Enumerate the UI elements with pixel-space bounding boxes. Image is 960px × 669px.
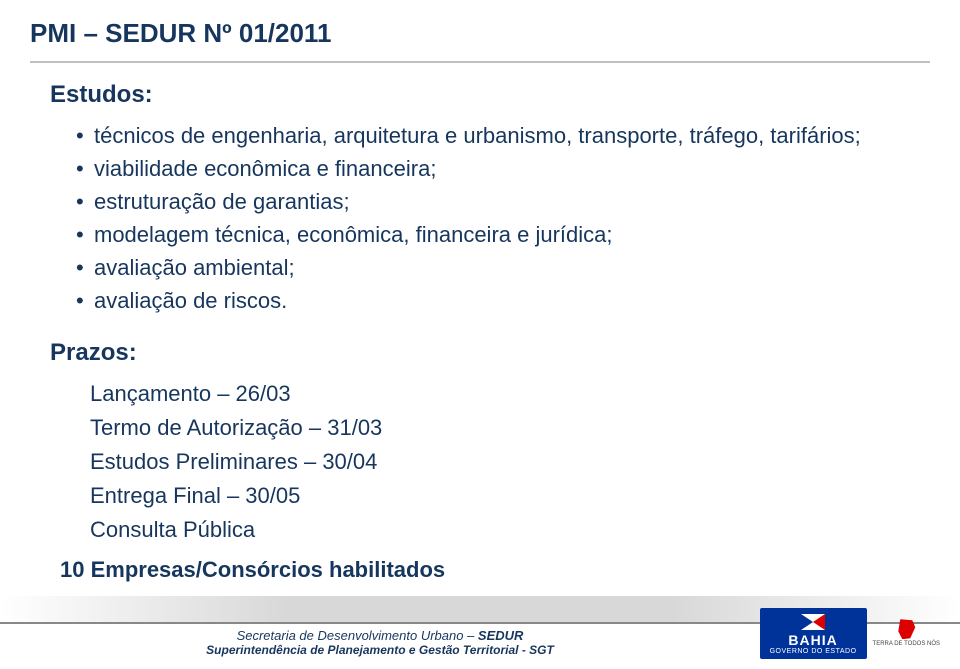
terra-text: TERRA DE TODOS NÓS <box>873 641 940 648</box>
governo-text: GOVERNO DO ESTADO <box>770 648 857 655</box>
list-item: Entrega Final – 30/05 <box>90 479 910 513</box>
prazos-list: Lançamento – 26/03 Termo de Autorização … <box>50 377 910 547</box>
bahia-flag-icon <box>801 614 825 630</box>
list-item: modelagem técnica, econômica, financeira… <box>76 218 910 251</box>
list-item: viabilidade econômica e financeira; <box>76 152 910 185</box>
slide-title: PMI – SEDUR Nº 01/2011 <box>30 18 930 49</box>
final-line: 10 Empresas/Consórcios habilitados <box>50 557 910 583</box>
footer-org-acronym: SEDUR <box>478 628 524 643</box>
bahia-logo: BAHIA GOVERNO DO ESTADO <box>760 608 867 659</box>
list-item: Consulta Pública <box>90 513 910 547</box>
footer-org-prefix: Secretaria de Desenvolvimento Urbano – <box>237 628 478 643</box>
estudos-heading: Estudos: <box>50 81 910 109</box>
footer-text: Secretaria de Desenvolvimento Urbano – S… <box>0 628 760 657</box>
estudos-list: técnicos de engenharia, arquitetura e ur… <box>50 119 910 317</box>
footer-line-2: Superintendência de Planejamento e Gestã… <box>0 643 760 657</box>
list-item: Estudos Preliminares – 30/04 <box>90 445 910 479</box>
list-item: estruturação de garantias; <box>76 185 910 218</box>
content-area: Estudos: técnicos de engenharia, arquite… <box>0 63 960 583</box>
list-item: Lançamento – 26/03 <box>90 377 910 411</box>
prazos-heading: Prazos: <box>50 339 910 367</box>
list-item: Termo de Autorização – 31/03 <box>90 411 910 445</box>
list-item: avaliação ambiental; <box>76 251 910 284</box>
list-item: avaliação de riscos. <box>76 284 910 317</box>
terra-logo: TERRA DE TODOS NÓS <box>873 619 940 648</box>
footer-line-1: Secretaria de Desenvolvimento Urbano – S… <box>0 628 760 643</box>
bahia-logo-text: BAHIA <box>788 632 837 648</box>
footer: Secretaria de Desenvolvimento Urbano – S… <box>0 599 960 669</box>
logo-container: BAHIA GOVERNO DO ESTADO TERRA DE TODOS N… <box>760 608 940 659</box>
list-item: técnicos de engenharia, arquitetura e ur… <box>76 119 910 152</box>
map-icon <box>896 619 916 639</box>
slide-header: PMI – SEDUR Nº 01/2011 <box>0 0 960 57</box>
